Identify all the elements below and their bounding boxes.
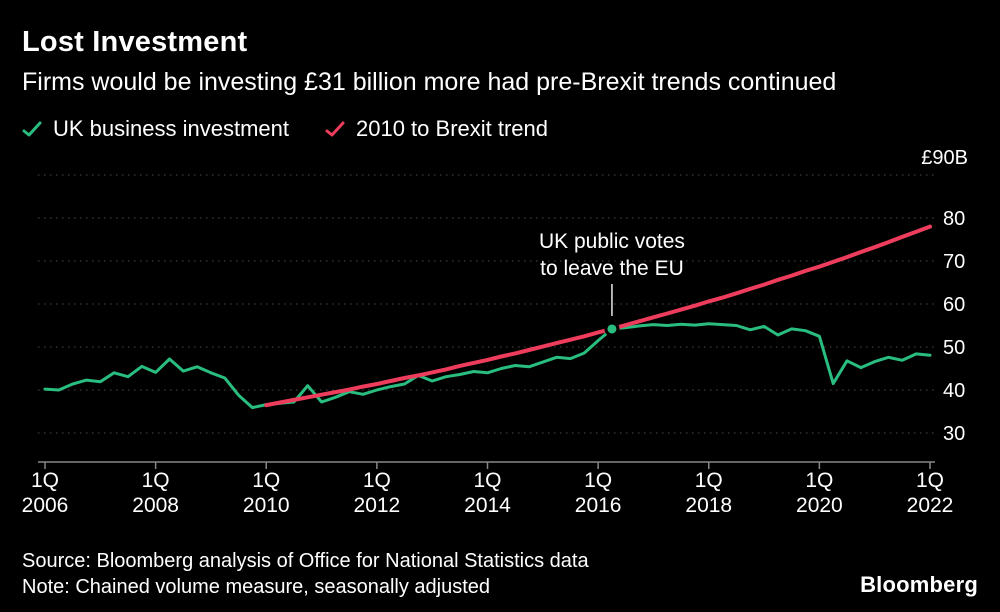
y-tick-label-70: 70 bbox=[943, 251, 965, 273]
brexit-vote-marker-dot bbox=[604, 321, 620, 337]
uk-investment-line bbox=[43, 322, 932, 410]
brexit-trend-line bbox=[264, 224, 932, 408]
x-tick-quarter-2014: 1Q bbox=[473, 469, 501, 492]
x-tick-quarter-2012: 1Q bbox=[363, 469, 391, 492]
x-tick-quarter-2008: 1Q bbox=[142, 469, 170, 492]
x-tick-year-2012: 2012 bbox=[354, 494, 401, 517]
uk-investment-line-mark-icon bbox=[22, 121, 42, 136]
methodology-note: Note: Chained volume measure, seasonally… bbox=[22, 576, 491, 598]
y-tick-label-80: 80 bbox=[943, 208, 965, 230]
legend-label-uk-investment: UK business investment bbox=[53, 116, 289, 141]
x-tick-year-2018: 2018 bbox=[685, 494, 732, 517]
source-note: Source: Bloomberg analysis of Office for… bbox=[22, 550, 589, 572]
x-tick-quarter-2020: 1Q bbox=[805, 469, 833, 492]
legend-item-trend: 2010 to Brexit trend bbox=[325, 116, 548, 142]
chart-title: Lost Investment bbox=[22, 26, 248, 58]
x-tick-year-2010: 2010 bbox=[243, 494, 290, 517]
y-tick-label-30: 30 bbox=[943, 423, 965, 445]
x-tick-quarter-2006: 1Q bbox=[31, 469, 59, 492]
brexit-annotation-line1: UK public votes bbox=[539, 230, 685, 253]
bloomberg-logo: Bloomberg bbox=[860, 572, 978, 597]
y-tick-label-40: 40 bbox=[943, 380, 965, 402]
x-tick-year-2006: 2006 bbox=[22, 494, 69, 517]
legend-label-trend: 2010 to Brexit trend bbox=[356, 116, 549, 141]
y-tick-label-50: 50 bbox=[943, 337, 965, 359]
trend-line-mark-icon bbox=[325, 121, 345, 136]
x-tick-year-2016: 2016 bbox=[575, 494, 622, 517]
x-tick-quarter-2018: 1Q bbox=[695, 469, 723, 492]
x-tick-quarter-2016: 1Q bbox=[584, 469, 612, 492]
legend: UK business investment 2010 to Brexit tr… bbox=[22, 116, 548, 142]
chart-subtitle: Firms would be investing £31 billion mor… bbox=[22, 68, 837, 96]
x-tick-quarter-2010: 1Q bbox=[252, 469, 280, 492]
x-tick-quarter-2022: 1Q bbox=[916, 469, 944, 492]
x-tick-year-2014: 2014 bbox=[464, 494, 511, 517]
x-tick-year-2020: 2020 bbox=[796, 494, 843, 517]
chart-footer: Source: Bloomberg analysis of Office for… bbox=[22, 548, 589, 600]
brexit-annotation: UK public votes to leave the EU bbox=[539, 228, 685, 282]
brexit-annotation-line2: to leave the EU bbox=[540, 257, 684, 280]
x-tick-year-2022: 2022 bbox=[907, 494, 954, 517]
chart-header: Lost Investment Firms would be investing… bbox=[22, 26, 836, 97]
y-tick-label-60: 60 bbox=[943, 294, 965, 316]
x-tick-year-2008: 2008 bbox=[132, 494, 179, 517]
legend-item-uk-investment: UK business investment bbox=[22, 116, 289, 142]
y-axis-unit-label: £90B bbox=[921, 147, 968, 169]
